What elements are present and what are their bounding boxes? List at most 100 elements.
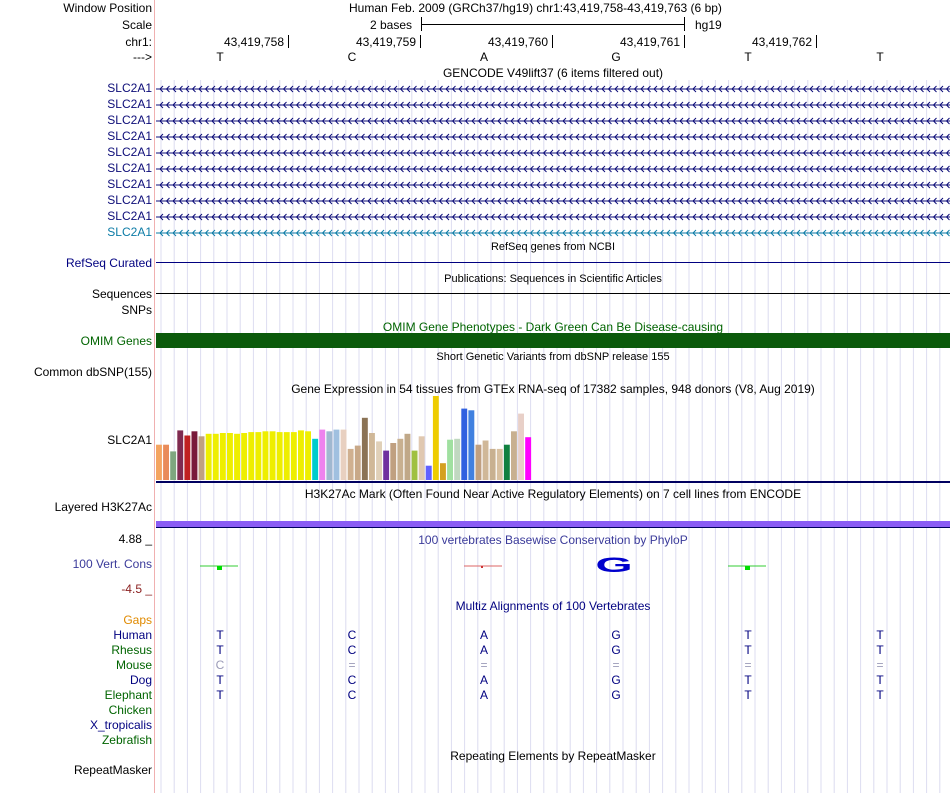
alignment-base: T <box>216 643 224 657</box>
species-label[interactable]: Dog <box>129 673 152 687</box>
gtex-bar <box>205 433 212 480</box>
gencode-transcript[interactable] <box>156 84 950 94</box>
omim-title[interactable]: OMIM Gene Phenotypes - Dark Green Can Be… <box>382 320 724 334</box>
gencode-transcript[interactable] <box>156 148 950 158</box>
gencode-item-label[interactable]: SLC2A1 <box>107 97 152 111</box>
ruler-base: T <box>744 50 752 64</box>
gtex-title[interactable]: Gene Expression in 54 tissues from GTEx … <box>291 382 815 396</box>
gtex-bar <box>397 438 404 480</box>
species-label[interactable]: Zebrafish <box>101 733 152 747</box>
gtex-bar <box>255 432 262 480</box>
alignment-base: G <box>611 643 621 657</box>
gtex-bar <box>361 417 368 480</box>
gaps-label[interactable]: Gaps <box>123 613 152 627</box>
gencode-transcript[interactable] <box>156 212 950 222</box>
phylop-score-mark <box>481 566 483 568</box>
dbsnp-label[interactable]: Common dbSNP(155) <box>33 365 152 379</box>
gtex-bar <box>354 445 361 480</box>
phylop-min: -4.5 _ <box>121 582 152 596</box>
gencode-item-label[interactable]: SLC2A1 <box>107 161 152 175</box>
species-label[interactable]: Elephant <box>104 688 152 702</box>
strand-arrows <box>159 181 950 189</box>
gtex-bar <box>411 450 418 480</box>
gtex-bar <box>269 431 276 480</box>
gtex-bar <box>425 465 432 480</box>
gencode-transcript[interactable] <box>156 196 950 206</box>
alignment-base: = <box>612 658 620 672</box>
species-label[interactable]: X_tropicalis <box>89 718 152 732</box>
gencode-transcript[interactable] <box>156 116 950 126</box>
gencode-title[interactable]: GENCODE V49lift37 (6 items filtered out) <box>442 66 664 80</box>
gencode-item-label[interactable]: SLC2A1 <box>107 209 152 223</box>
omim-bar[interactable] <box>156 333 950 348</box>
gencode-item-label[interactable]: SLC2A1 <box>107 145 152 159</box>
gtex-bar <box>170 451 177 480</box>
refseq-line[interactable] <box>156 262 950 263</box>
gtex-bar <box>376 441 382 480</box>
gtex-bar <box>347 448 354 480</box>
alignment-base: G <box>611 688 621 702</box>
gencode-item-label[interactable]: SLC2A1 <box>107 193 152 207</box>
repeat-title[interactable]: Repeating Elements by RepeatMasker <box>450 749 656 763</box>
gencode-transcript[interactable] <box>156 100 950 110</box>
h3k27-bar[interactable] <box>156 521 950 527</box>
ruler-tick <box>684 35 685 48</box>
phylop-max: 4.88 _ <box>118 532 152 546</box>
ruler-coord: 43,419,760 <box>487 35 548 49</box>
gencode-item-label[interactable]: SLC2A1 <box>107 177 152 191</box>
strand-arrows <box>159 133 950 141</box>
repeat-label[interactable]: RepeatMasker <box>73 763 152 777</box>
gencode-item-label[interactable]: SLC2A1 <box>107 129 152 143</box>
window-position-label: Window Position <box>63 1 152 15</box>
species-label[interactable]: Rhesus <box>111 643 152 657</box>
phylop-score-mark <box>745 566 750 570</box>
ruler-tick <box>420 35 421 48</box>
snps-label[interactable]: SNPs <box>121 303 152 317</box>
alignment-base: C <box>215 658 225 672</box>
alignment-base: C <box>347 628 357 642</box>
gtex-bar <box>475 444 482 480</box>
alignment-base: C <box>347 643 357 657</box>
strand-arrows <box>159 149 950 157</box>
gtex-chart[interactable] <box>156 396 950 484</box>
gtex-label[interactable]: SLC2A1 <box>107 433 152 447</box>
dbsnp-title[interactable]: Short Genetic Variants from dbSNP releas… <box>436 351 670 363</box>
phylop-chart[interactable]: G <box>156 548 950 588</box>
alignment-base: = <box>348 658 356 672</box>
gencode-item-label[interactable]: SLC2A1 <box>107 81 152 95</box>
alignment-base: G <box>611 673 621 687</box>
pubs-title[interactable]: Publications: Sequences in Scientific Ar… <box>444 273 662 285</box>
phylop-title[interactable]: 100 vertebrates Basewise Conservation by… <box>418 533 688 547</box>
alignment-base: T <box>744 643 752 657</box>
species-label[interactable]: Mouse <box>115 658 152 672</box>
gtex-bar <box>511 431 517 480</box>
refseq-label[interactable]: RefSeq Curated <box>65 256 152 270</box>
phylop-logo-letter: G <box>595 553 632 577</box>
ruler-base: T <box>876 50 884 64</box>
ruler-coord: 43,419,759 <box>355 35 416 49</box>
gencode-transcript[interactable] <box>156 132 950 142</box>
gencode-transcript[interactable] <box>156 228 950 238</box>
gtex-bar <box>383 450 390 480</box>
alignment-base: A <box>479 673 488 687</box>
h3k27-label[interactable]: Layered H3K27Ac <box>54 500 152 514</box>
species-label[interactable]: Human <box>113 628 152 642</box>
gencode-item-label[interactable]: SLC2A1 <box>107 225 152 239</box>
sequences-label[interactable]: Sequences <box>91 287 152 301</box>
gencode-transcript[interactable] <box>156 180 950 190</box>
refseq-title[interactable]: RefSeq genes from NCBI <box>490 241 616 253</box>
gtex-bar <box>312 438 319 480</box>
gtex-bar <box>212 433 219 480</box>
h3k27-title[interactable]: H3K27Ac Mark (Often Found Near Active Re… <box>304 487 802 501</box>
gtex-bar <box>461 408 468 480</box>
species-label[interactable]: Chicken <box>108 703 152 717</box>
omim-label[interactable]: OMIM Genes <box>80 334 152 348</box>
gencode-item-label[interactable]: SLC2A1 <box>107 113 152 127</box>
gencode-transcript[interactable] <box>156 164 950 174</box>
gtex-bar <box>283 432 290 480</box>
gtex-bar <box>404 433 411 480</box>
multiz-title[interactable]: Multiz Alignments of 100 Vertebrates <box>455 599 651 613</box>
sequences-line[interactable] <box>156 293 950 294</box>
phylop-label[interactable]: 100 Vert. Cons <box>72 557 152 571</box>
